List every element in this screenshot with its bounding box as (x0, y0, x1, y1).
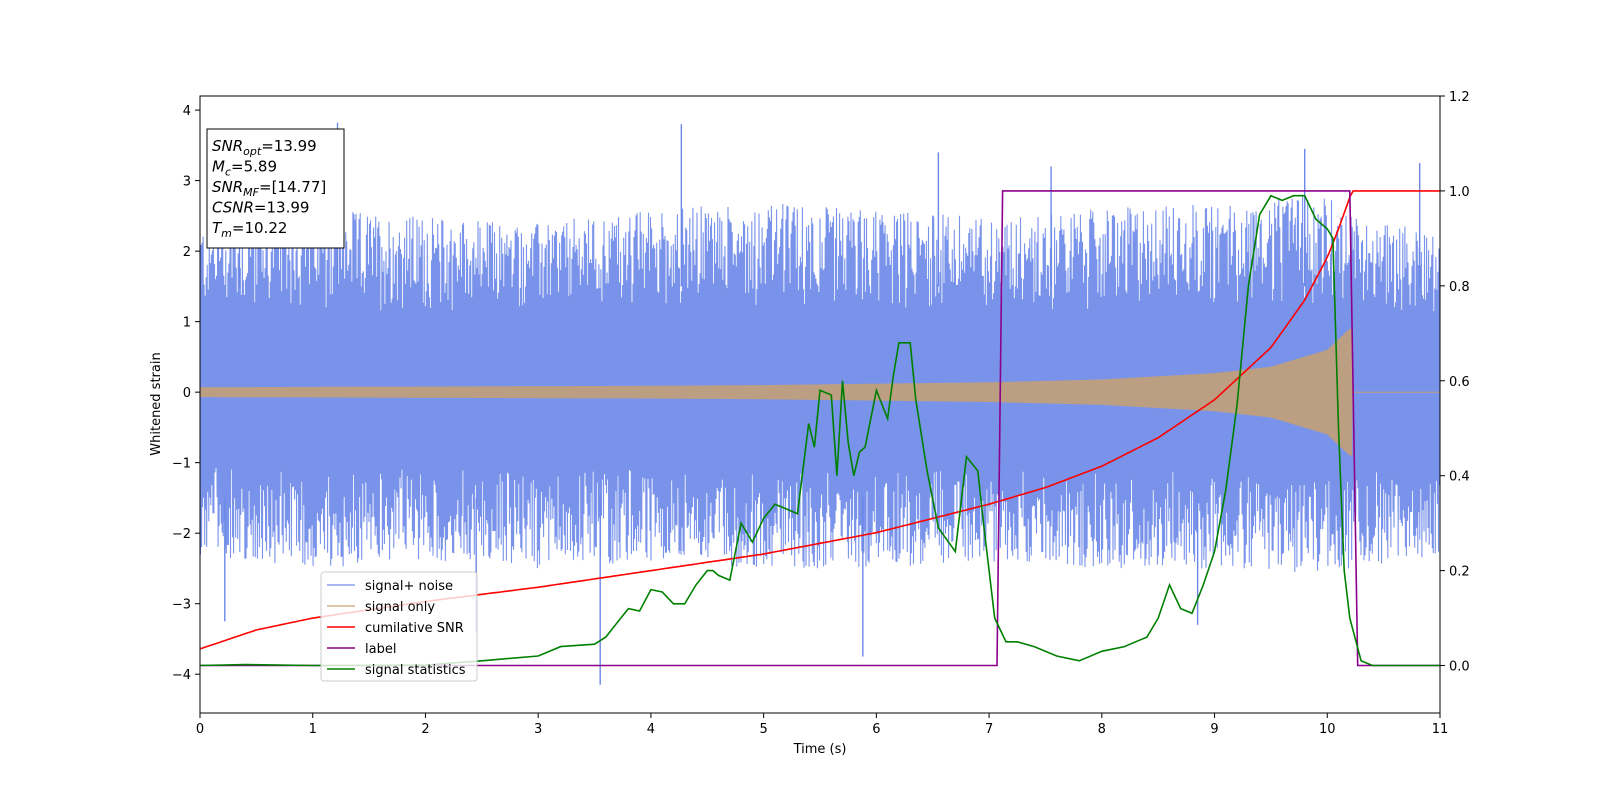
info-line-subscript: m (221, 227, 232, 240)
noise-trace (200, 196, 1440, 572)
info-line-symbol: SNR (212, 178, 243, 196)
left-y-tick-label: −4 (172, 668, 191, 683)
legend: signal+ noise signal only cumilative SNR la… (320, 571, 478, 682)
info-line: Tm=10.22 (212, 219, 287, 240)
x-tick-label: 7 (985, 722, 993, 737)
info-line: SNRopt=13.99 (212, 137, 317, 158)
x-tick-label: 4 (647, 722, 655, 737)
info-line-symbol: SNR (212, 137, 243, 155)
series-signal-only (200, 328, 1440, 456)
info-line-symbol: T (212, 219, 223, 237)
x-tick-label: 8 (1098, 722, 1106, 737)
left-y-axis-ticks: −4 −3 −2 −1 0 1 2 3 4 (172, 104, 200, 683)
info-line-symbol: M (212, 158, 225, 176)
right-y-tick-label: 1.0 (1449, 185, 1470, 200)
right-y-tick-label: 1.2 (1449, 90, 1470, 105)
left-y-tick-label: −2 (172, 527, 191, 542)
right-y-tick-label: 0.6 (1449, 375, 1470, 390)
info-line-subscript: MF (243, 186, 259, 199)
x-tick-label: 0 (196, 722, 204, 737)
left-y-tick-label: 4 (183, 104, 191, 119)
legend-label: signal statistics (365, 663, 466, 678)
info-line-value: =5.89 (231, 158, 277, 176)
right-y-tick-label: 0.2 (1449, 565, 1470, 580)
x-tick-label: 1 (309, 722, 317, 737)
x-tick-label: 3 (534, 722, 542, 737)
legend-label: label (365, 642, 396, 657)
left-y-tick-label: −3 (172, 598, 191, 613)
info-line-value: =13.99 (254, 199, 310, 217)
info-line-subscript: c (225, 166, 231, 179)
chirp-trace (200, 328, 1440, 456)
left-y-tick-label: 2 (183, 245, 191, 260)
legend-label: signal+ noise (365, 579, 453, 594)
legend-label: signal only (365, 600, 435, 615)
x-tick-label: 10 (1319, 722, 1336, 737)
right-y-tick-label: 0.8 (1449, 280, 1470, 295)
info-box-frame (206, 128, 345, 249)
right-y-tick-label: 0.0 (1449, 660, 1470, 675)
x-tick-label: 11 (1432, 722, 1449, 737)
left-y-tick-label: −1 (172, 457, 191, 472)
x-tick-label: 6 (872, 722, 880, 737)
legend-frame (320, 571, 478, 682)
x-axis-ticks: 0 1 2 3 4 5 6 7 8 9 10 11 (196, 713, 1448, 737)
info-line-value: =10.22 (232, 219, 288, 237)
info-line: CSNR=13.99 (212, 199, 309, 217)
info-line-symbol: CSNR (212, 199, 254, 217)
left-y-tick-label: 1 (183, 316, 191, 331)
x-tick-label: 5 (759, 722, 767, 737)
info-box: SNRopt=13.99Mc=5.89SNRMF=[14.77]CSNR=13.… (206, 128, 345, 249)
series-signal-statistics (200, 194, 1440, 667)
info-line: Mc=5.89 (212, 158, 277, 179)
x-axis-label: Time (s) (793, 742, 847, 757)
x-tick-label: 9 (1210, 722, 1218, 737)
plot-frame (199, 95, 1441, 714)
legend-label: cumilative SNR (365, 621, 464, 636)
info-line: SNRMF=[14.77] (212, 178, 326, 199)
left-y-tick-label: 3 (183, 175, 191, 190)
info-line-subscript: opt (243, 145, 262, 158)
x-tick-label: 2 (421, 722, 429, 737)
right-y-tick-label: 0.4 (1449, 470, 1470, 485)
info-line-value: =[14.77] (259, 178, 326, 196)
right-y-axis-ticks: 0.0 0.2 0.4 0.6 0.8 1.0 1.2 (1440, 90, 1470, 675)
left-y-axis-label: Whitened strain (149, 352, 164, 455)
info-line-value: =13.99 (261, 137, 317, 155)
left-y-tick-label: 0 (183, 386, 191, 401)
